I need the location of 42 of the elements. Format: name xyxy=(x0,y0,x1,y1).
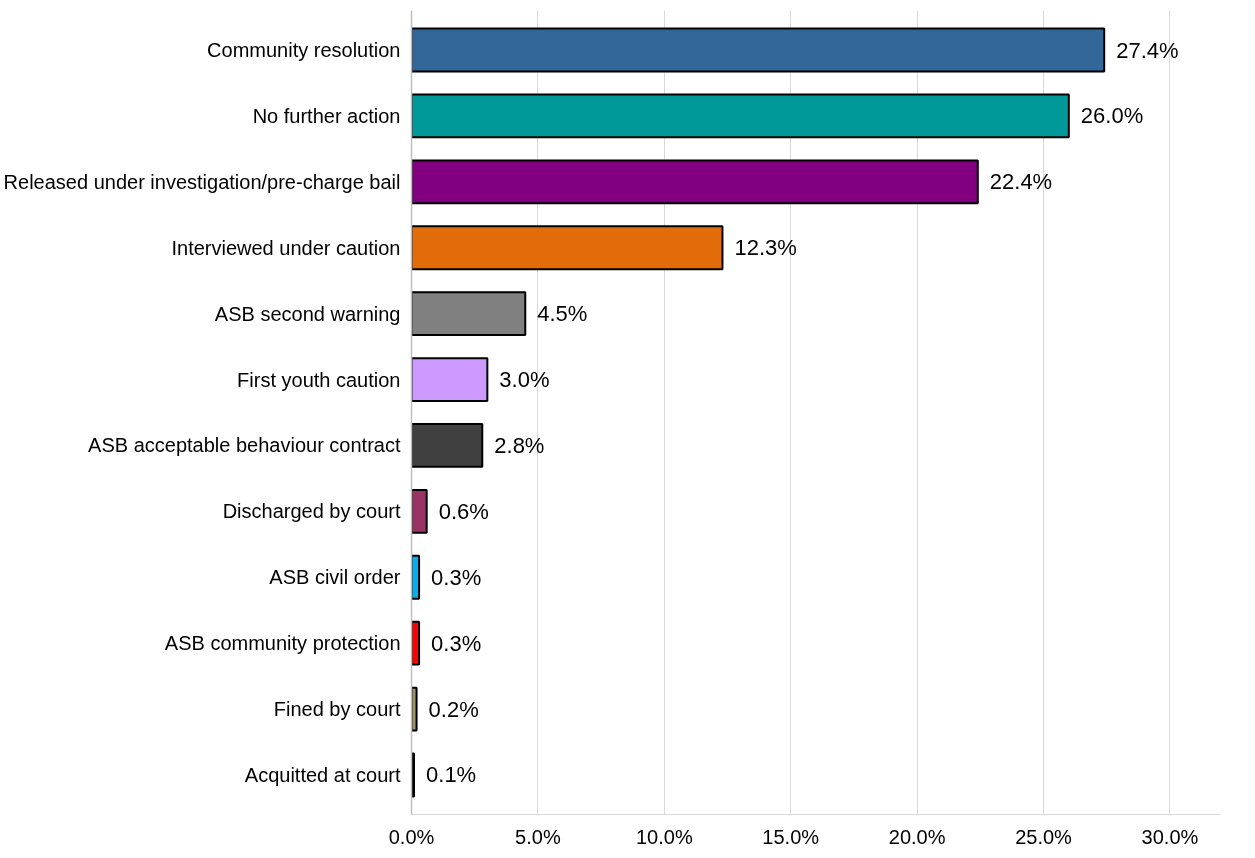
y-tick-label: No further action xyxy=(252,104,401,127)
y-tick-label: ASB acceptable behaviour contract xyxy=(88,434,401,457)
data-label: 2.8% xyxy=(494,432,545,458)
data-label: 0.1% xyxy=(426,762,477,788)
data-label: 0.3% xyxy=(431,630,482,656)
y-tick-label: Community resolution xyxy=(207,39,401,62)
bar xyxy=(411,554,421,600)
bar xyxy=(411,159,979,205)
data-label: 12.3% xyxy=(734,235,797,261)
data-label: 0.3% xyxy=(431,564,482,590)
y-tick-label: ASB community protection xyxy=(164,632,401,655)
x-tick-label: 10.0% xyxy=(635,825,693,848)
data-label: 0.6% xyxy=(438,498,489,524)
y-tick-label: Interviewed under caution xyxy=(171,236,401,259)
y-tick-label: Acquitted at court xyxy=(244,763,401,786)
bar xyxy=(411,686,418,732)
data-label: 4.5% xyxy=(537,301,588,327)
data-label: 3.0% xyxy=(499,367,550,393)
y-tick-label: First youth caution xyxy=(237,368,401,391)
data-label: 22.4% xyxy=(989,169,1053,195)
bar xyxy=(411,620,421,666)
x-tick-label: 5.0% xyxy=(515,825,561,848)
data-label: 27.4% xyxy=(1116,37,1179,63)
y-tick-label: ASB second warning xyxy=(214,302,401,325)
bar xyxy=(411,423,484,468)
data-label: 26.0% xyxy=(1080,103,1144,129)
data-label: 0.2% xyxy=(428,696,479,722)
y-tick-label: ASB civil order xyxy=(269,566,401,589)
y-tick-label: Released under investigation/pre-charge bail xyxy=(3,170,401,193)
y-tick-label: Fined by court xyxy=(273,698,401,721)
x-tick-label: 30.0% xyxy=(1141,825,1199,848)
bar xyxy=(411,291,527,337)
bar xyxy=(411,225,724,271)
y-tick-label: Discharged by court xyxy=(222,500,401,523)
x-tick-label: 0.0% xyxy=(388,825,435,848)
x-tick-label: 15.0% xyxy=(762,825,820,848)
bar xyxy=(411,93,1070,139)
bar xyxy=(411,27,1106,73)
bar xyxy=(411,488,428,534)
x-tick-label: 20.0% xyxy=(888,825,946,848)
x-tick-label: 25.0% xyxy=(1015,825,1073,848)
bar xyxy=(411,357,489,402)
